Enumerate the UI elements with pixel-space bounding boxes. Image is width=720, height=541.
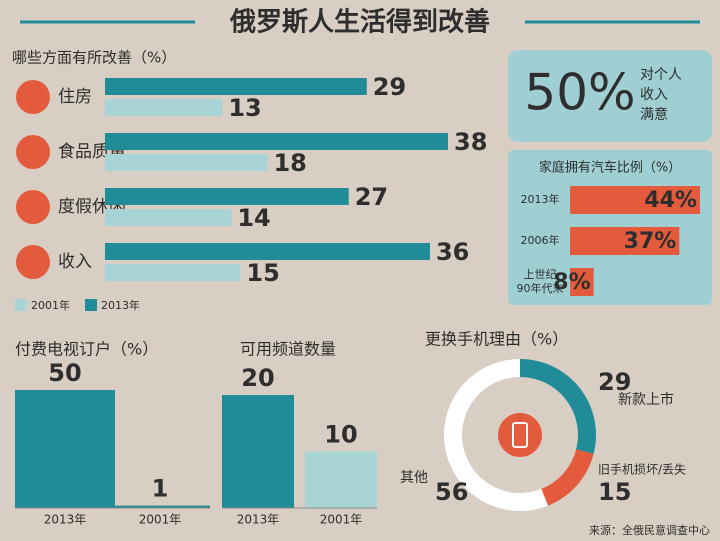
- donut-segment: [520, 359, 596, 454]
- page-title: 俄罗斯人生活得到改善: [229, 7, 490, 38]
- value-label: 18: [273, 149, 306, 177]
- bar: [305, 451, 377, 508]
- legend-label: 2001年: [31, 298, 70, 312]
- stat-text: 对个人: [640, 67, 682, 83]
- chart-title: 哪些方面有所改善（%）: [12, 49, 176, 67]
- category-icon: [16, 135, 50, 169]
- bar: [105, 243, 430, 260]
- category-label: 2001年: [320, 513, 363, 527]
- category-label: 2013年: [237, 513, 280, 527]
- bar: [570, 186, 700, 214]
- value-label: 37%: [624, 229, 677, 254]
- stat-text: 收入: [640, 87, 668, 103]
- donut-segment: [443, 359, 548, 512]
- value-label: 13: [228, 94, 261, 122]
- stat-text: 满意: [640, 106, 668, 123]
- value-label: 27: [355, 183, 388, 211]
- value-label: 15: [598, 478, 631, 506]
- category-label: 住房: [58, 87, 92, 107]
- category-label: 新款上市: [618, 391, 674, 408]
- bar: [570, 227, 680, 255]
- phone-icon: [512, 422, 528, 448]
- bar: [105, 264, 241, 281]
- bar: [105, 78, 367, 95]
- source: 来源：全俄民意调查中心: [589, 523, 710, 537]
- category-label: 收入: [58, 252, 92, 272]
- value-label: 50: [48, 359, 81, 387]
- stat-box: [508, 50, 712, 142]
- category-icon: [16, 80, 50, 114]
- bar: [105, 154, 268, 171]
- category-label: 2001年: [139, 513, 182, 527]
- legend-label: 2013年: [101, 298, 140, 312]
- category-label: 上世纪 90年代末: [517, 268, 564, 295]
- value-label: 14: [237, 204, 270, 232]
- value-label: 38: [454, 128, 487, 156]
- category-label: 其他: [400, 470, 428, 486]
- bar: [105, 188, 349, 205]
- bar: [110, 505, 210, 508]
- legend-swatch: [85, 299, 97, 311]
- category-label: 2006年: [521, 233, 560, 247]
- chart-title: 家庭拥有汽车比例（%）: [539, 160, 681, 176]
- value-label: 44%: [644, 188, 697, 213]
- phone-icon: [498, 413, 542, 457]
- bar: [570, 268, 594, 296]
- value-label: 1: [152, 475, 169, 503]
- chart-title: 付费电视订户（%）: [15, 340, 158, 359]
- category-icon: [16, 190, 50, 224]
- value-label: 10: [324, 421, 357, 449]
- category-icon: [16, 245, 50, 279]
- value-label: 20: [241, 364, 274, 392]
- value-label: 29: [598, 368, 631, 396]
- bar: [105, 133, 448, 150]
- category-label: 旧手机损坏/丢失: [598, 462, 686, 477]
- value-label: 29: [373, 73, 406, 101]
- value-label: 36: [436, 238, 469, 266]
- chart-title: 可用频道数量: [240, 340, 336, 359]
- value-label: 56: [435, 478, 468, 506]
- category-label: 2013年: [521, 192, 560, 206]
- bar: [105, 99, 223, 116]
- donut-segment: [541, 449, 594, 506]
- bar: [105, 209, 232, 226]
- legend-swatch: [15, 299, 27, 311]
- bar: [15, 390, 115, 508]
- category-label: 2013年: [44, 513, 87, 527]
- value-label: 15: [246, 259, 279, 287]
- bar: [222, 395, 294, 508]
- value-label: 8%: [553, 270, 590, 295]
- stat-value: 50%: [524, 64, 635, 122]
- chart-title: 更换手机理由（%）: [425, 330, 568, 349]
